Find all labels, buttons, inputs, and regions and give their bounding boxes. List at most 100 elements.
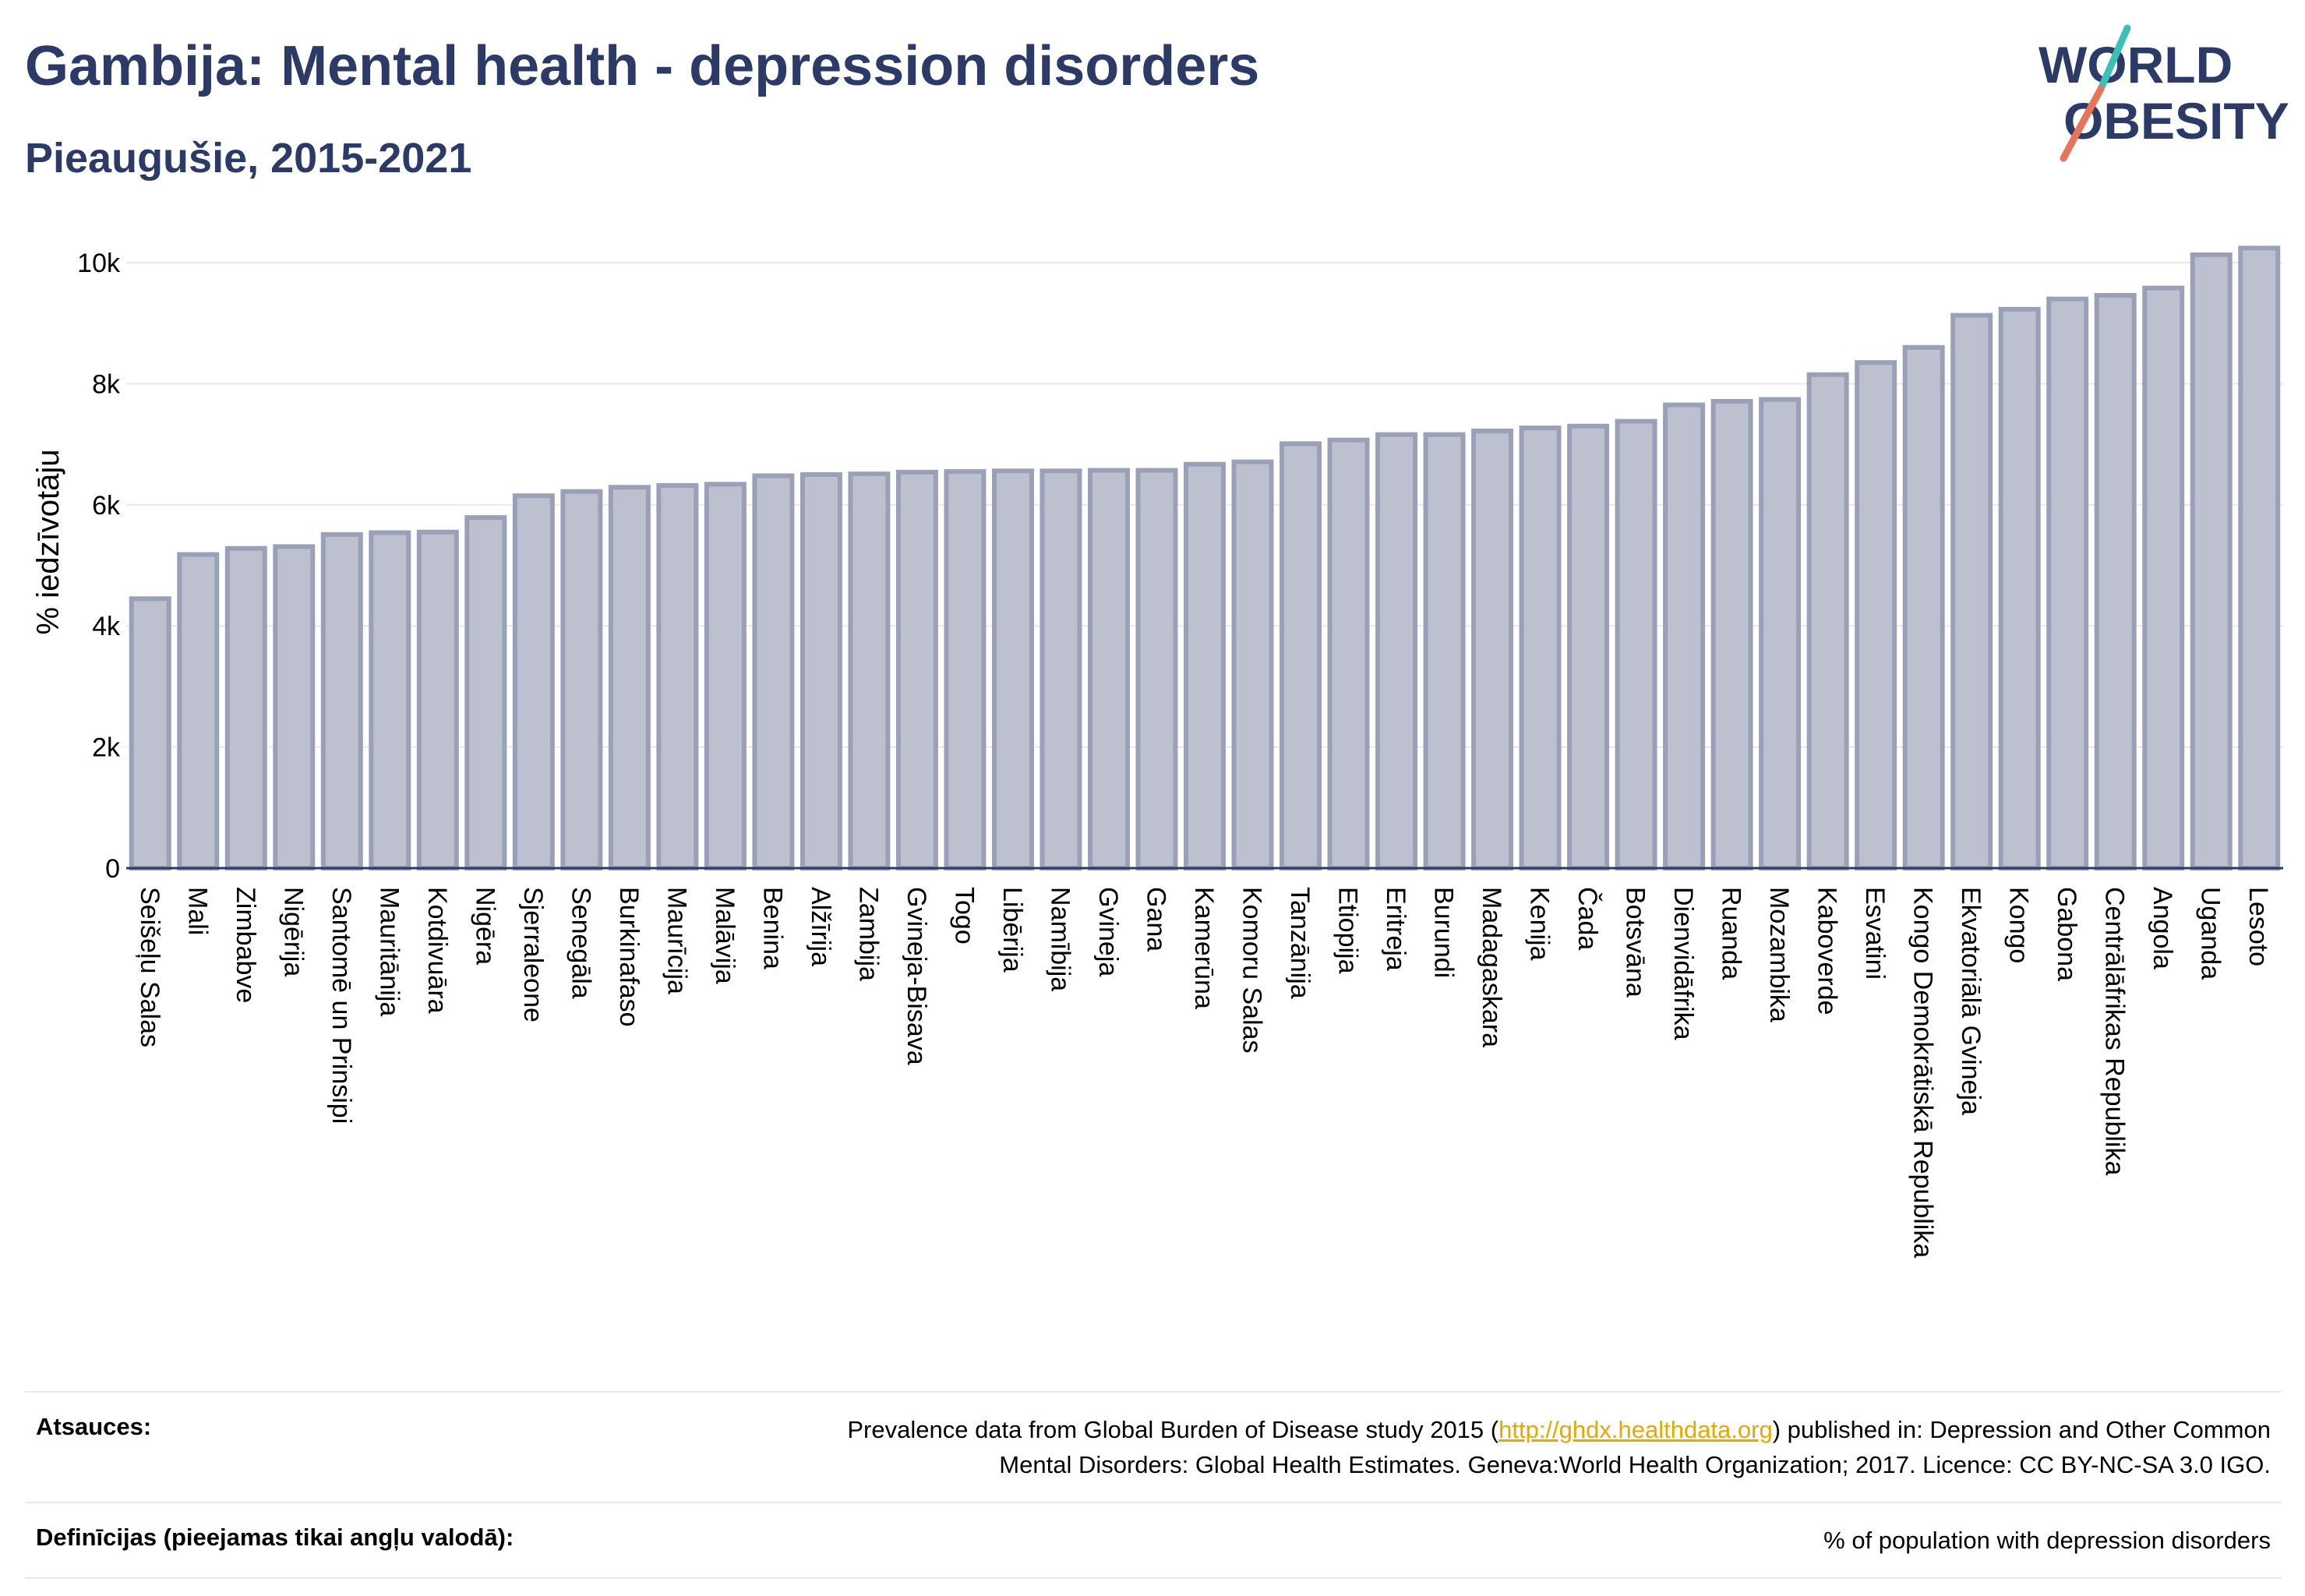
x-tick-label: Ruanda bbox=[1717, 887, 1746, 980]
bar[interactable] bbox=[1759, 397, 1802, 870]
x-tick-label: Malāvija bbox=[710, 887, 740, 984]
x-tick-label: Nigēra bbox=[470, 887, 499, 965]
definitions-label: Definīcijas (pieejamas tikai angļu valod… bbox=[36, 1523, 514, 1551]
bar[interactable] bbox=[2190, 252, 2233, 870]
bar[interactable] bbox=[224, 546, 267, 871]
definitions-text: % of population with depression disorder… bbox=[1823, 1526, 2271, 1554]
x-tick-label: Lesoto bbox=[2243, 887, 2273, 966]
bar[interactable] bbox=[1615, 418, 1657, 870]
x-tick-label: Zimbabve bbox=[231, 887, 260, 1003]
x-tick-label: Libērija bbox=[997, 887, 1027, 973]
x-tick-label: Kongo bbox=[2004, 887, 2034, 963]
sources-text-after: ) published in: Depression and Other Com… bbox=[1772, 1416, 2271, 1443]
bar[interactable] bbox=[129, 596, 171, 870]
sources-text-line2: Mental Disorders: Global Health Estimate… bbox=[999, 1450, 2271, 1478]
bar[interactable] bbox=[1423, 432, 1466, 870]
bar[interactable] bbox=[752, 473, 795, 871]
bar[interactable] bbox=[1375, 432, 1418, 870]
chart-subtitle: Pieaugušie, 2015-2021 bbox=[25, 135, 472, 182]
y-tick-label: 4k bbox=[92, 612, 121, 641]
x-axis-labels: Seišeļu Salas Mali Zimbabve Nigērija Santomē… bbox=[135, 887, 2273, 1258]
y-tick-label: 10k bbox=[77, 249, 121, 278]
x-tick-label: Seišeļu Salas bbox=[135, 887, 164, 1047]
x-tick-label: Etiopija bbox=[1333, 887, 1363, 974]
bar[interactable] bbox=[608, 485, 651, 871]
y-tick-label: 6k bbox=[92, 491, 121, 521]
x-tick-label: Zambija bbox=[853, 887, 883, 981]
bar[interactable] bbox=[1519, 425, 1562, 870]
x-tick-label: Nigērija bbox=[278, 887, 308, 976]
bar[interactable] bbox=[273, 544, 316, 871]
chart-title: Gambija: Mental health - depression diso… bbox=[25, 35, 1260, 97]
bar[interactable] bbox=[991, 468, 1034, 871]
logo-slash-teal bbox=[2097, 24, 2131, 93]
x-tick-label: Senegāla bbox=[566, 887, 595, 999]
bar[interactable] bbox=[1087, 468, 1130, 870]
y-tick-label: 8k bbox=[92, 369, 121, 399]
sources-link[interactable]: http://ghdx.healthdata.org bbox=[1498, 1416, 1773, 1443]
x-tick-label: Tanzānija bbox=[1285, 887, 1315, 999]
bar[interactable] bbox=[1184, 461, 1226, 870]
x-tick-label: Gabona bbox=[2052, 887, 2081, 981]
bar[interactable] bbox=[1135, 468, 1178, 870]
x-tick-label: Mali bbox=[182, 887, 212, 935]
bar[interactable] bbox=[704, 482, 747, 871]
bar[interactable] bbox=[2094, 292, 2137, 870]
bar[interactable] bbox=[560, 489, 603, 870]
x-tick-label: Burkinafaso bbox=[614, 887, 644, 1027]
bar[interactable] bbox=[1950, 312, 1993, 870]
bar[interactable] bbox=[1663, 402, 1706, 870]
bar[interactable] bbox=[512, 493, 555, 871]
bar[interactable] bbox=[1998, 306, 2041, 871]
x-tick-label: Gana bbox=[1141, 887, 1170, 952]
sources-text: Prevalence data from Global Burden of Di… bbox=[847, 1413, 2282, 1483]
x-tick-label: Komoru Salas bbox=[1237, 887, 1267, 1054]
bar[interactable] bbox=[800, 471, 842, 870]
bar[interactable] bbox=[1327, 437, 1370, 870]
logo-slash-coral bbox=[2060, 85, 2105, 162]
bar[interactable] bbox=[1471, 429, 1514, 870]
bar[interactable] bbox=[2142, 285, 2185, 871]
bar[interactable] bbox=[1567, 423, 1610, 870]
x-tick-label: Angola bbox=[2148, 887, 2177, 969]
bars bbox=[129, 245, 2281, 871]
bar[interactable] bbox=[369, 530, 411, 870]
bar[interactable] bbox=[1280, 441, 1322, 870]
bar[interactable] bbox=[1855, 360, 1897, 870]
bar[interactable] bbox=[1040, 468, 1082, 871]
sources-text-before: Prevalence data from Global Burden of Di… bbox=[847, 1416, 1499, 1443]
y-tick-label: 2k bbox=[92, 733, 121, 763]
x-tick-label: Santomē un Prinsipi bbox=[327, 887, 356, 1124]
bar[interactable] bbox=[464, 515, 507, 870]
sources-label: Atsauces: bbox=[36, 1413, 152, 1440]
world-obesity-logo: WORLD OBESITY bbox=[2038, 24, 2289, 162]
bar[interactable] bbox=[320, 531, 363, 870]
x-tick-label: Gvineja-Bisava bbox=[902, 887, 931, 1065]
x-tick-label: Kenija bbox=[1525, 887, 1555, 961]
definitions-row: Definīcijas (pieejamas tikai angļu valod… bbox=[25, 1501, 2282, 1579]
x-tick-label: Mozambika bbox=[1764, 887, 1794, 1022]
x-tick-label: Burundi bbox=[1429, 887, 1459, 978]
x-tick-label: Eritreja bbox=[1381, 887, 1410, 971]
bar[interactable] bbox=[895, 469, 938, 870]
bar[interactable] bbox=[848, 471, 891, 870]
bar[interactable] bbox=[1710, 398, 1753, 870]
bar[interactable] bbox=[416, 529, 459, 870]
x-tick-label: Kongo Demokrātiskā Republika bbox=[1908, 887, 1938, 1258]
x-tick-label: Kaboverde bbox=[1813, 887, 1842, 1015]
y-axis-title: % iedzīvotāju bbox=[31, 450, 65, 635]
bar[interactable] bbox=[1231, 459, 1274, 870]
bar[interactable] bbox=[944, 469, 987, 870]
x-tick-label: Ekvatoriālā Gvineja bbox=[1956, 887, 1986, 1115]
logo-word-world: WORLD bbox=[2038, 36, 2233, 94]
x-tick-label: Centrālāfrikas Republika bbox=[2100, 887, 2130, 1175]
bar[interactable] bbox=[177, 552, 220, 870]
bar[interactable] bbox=[2046, 296, 2089, 870]
y-tick-label: 0 bbox=[105, 854, 120, 884]
x-tick-label: Benina bbox=[757, 887, 787, 969]
bar[interactable] bbox=[656, 482, 699, 870]
bar[interactable] bbox=[1806, 372, 1849, 870]
bar[interactable] bbox=[2238, 245, 2281, 870]
x-tick-label: Togo bbox=[949, 887, 979, 945]
bar[interactable] bbox=[1902, 344, 1945, 870]
